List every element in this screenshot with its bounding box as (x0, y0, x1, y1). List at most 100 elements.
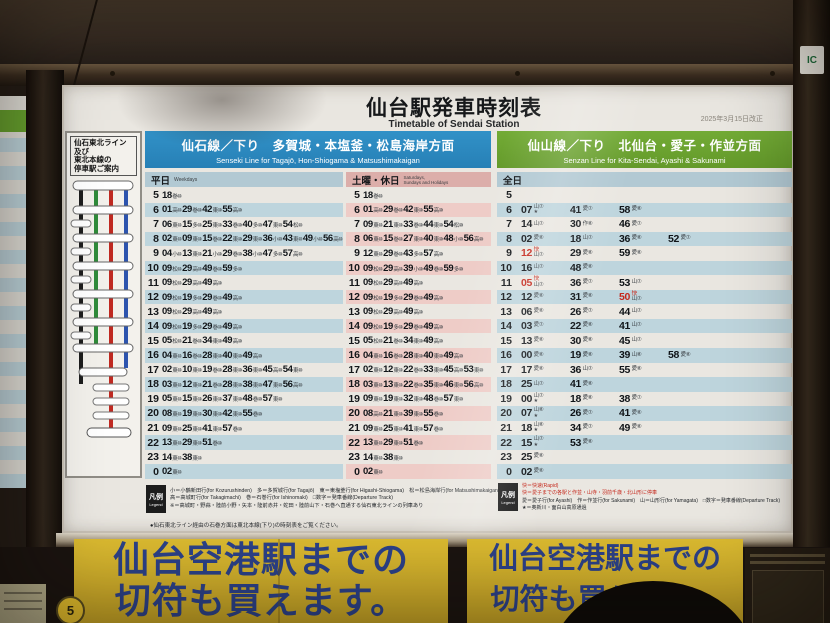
timetable-row-hour-12: 12 09 松⑩ 19 多⑩ 29 巻⑩ 49 高⑩ (145, 289, 343, 305)
departure-time: 49 高⑩ (423, 291, 443, 303)
platform-number-sign: 5 (56, 596, 85, 623)
route-map-panel: 仙石東北ライン 及び 東北本線の 停車駅ご案内 (65, 131, 142, 478)
hour-label: 11 (147, 276, 159, 289)
hour-label: 16 (147, 349, 159, 362)
departure-time: 07 山⑧ ★ (521, 407, 544, 420)
legend-line-rapid: 快＝愛子までの各駅と作並・山寺・羽前千歳・北山形に停車 (522, 490, 658, 497)
departure-time: 25 東⑩ (383, 422, 403, 434)
departure-time: 58 愛⑧ (619, 203, 642, 216)
hour-label: 0 (354, 465, 360, 478)
departure-time: 18 巻⑩ (162, 189, 182, 201)
departure-time: 14 東⑩ (162, 451, 182, 463)
hour-label: 17 (500, 363, 512, 376)
departure-time: 25 東⑩ (202, 218, 222, 230)
timetable-board: 仙台駅発車時刻表 Timetable of Sendai Station 202… (62, 85, 793, 533)
legend-lines: 快＝快速(Rapid) 快＝愛子までの各駅と作並・山寺・羽前千歳・北山形に停車 … (522, 483, 780, 513)
departure-time: 21 東⑩ (383, 407, 403, 419)
timetable-row-hour-15: 15 05 松⑩ 21 巻⑩ 34 東⑩ 49 高⑩ (346, 333, 491, 348)
board-title: 仙台駅発車時刻表 (366, 97, 542, 120)
hour-label: 8 (354, 232, 360, 245)
hour-label: 20 (348, 407, 360, 420)
board-frame-top (0, 64, 830, 86)
departure-time: 03 東⑩ (363, 378, 383, 390)
departure-time: 43 東⑩ (282, 233, 303, 245)
departure-time: 35 東⑩ (423, 378, 443, 390)
departure-time: 09 東⑩ (363, 422, 383, 434)
timetable-row-hour-8: 8 02 東⑩ 09 東⑩ 15 巻⑩ 22 東⑩ 29 東⑩ 36 小⑩ 43 東⑩ 49 小⑩ 56 高⑩ (145, 231, 343, 247)
departure-time: 48 小⑩ (443, 233, 464, 245)
legend-lines: 小＝小鶴新田行(for Kozurushinden) 多＝多賀城行(for Ta… (170, 485, 500, 513)
departure-time: 12 愛⑧ (521, 291, 544, 304)
weekday-label: 平日 (151, 175, 171, 187)
departure-time: 34 愛⑦ (570, 422, 593, 435)
departure-time: 55 高⑩ (423, 204, 443, 216)
departure-time: 51 巻⑩ (403, 437, 423, 449)
hour-label: 5 (153, 189, 159, 202)
hour-label: 6 (354, 203, 360, 216)
hour-label: 14 (147, 320, 159, 333)
hour-label: 9 (153, 247, 159, 260)
route-map-title-line: 東北本線の (74, 155, 112, 164)
departure-time: 25 山⑦ (521, 378, 544, 391)
departure-time: 34 東⑩ (202, 335, 222, 347)
departure-time: 53 山⑦ (619, 276, 642, 289)
departure-time: 12 快山⑦ (521, 246, 544, 260)
departure-time: 19 多⑩ (383, 291, 403, 303)
departure-time: 36 愛⑦ (570, 276, 593, 289)
departure-time: 01 高⑩ (162, 204, 182, 216)
departure-time: 33 東⑩ (423, 364, 443, 376)
timetable-row-hour-18: 18 25 山⑦ 41 愛⑧ (497, 377, 792, 392)
allday-column-header: 全日 (497, 172, 792, 187)
senseki-holiday-column: 5 18 巻⑩ 6 01 高⑩ 29 巻⑩ 42 東⑩ 55 高⑩ 7 09 東⑩ 21 東⑩ 33 巻⑩ 44 東⑩ 5… (346, 188, 491, 479)
timetable-row-hour-14: 14 09 松⑩ 19 多⑩ 29 巻⑩ 49 高⑩ (145, 318, 343, 334)
route-map-title-line: 仙石東北ライン (74, 138, 127, 147)
poster-line1: 仙台空港駅までの (112, 539, 409, 580)
departure-time: 46 東⑩ (443, 378, 464, 390)
poster-line1: 仙台空港駅までの (488, 543, 721, 575)
departure-time: 12 東⑩ (383, 364, 403, 376)
timetable-row-hour-16: 16 00 愛⑧ 19 愛⑧ 39 山⑧ 58 愛⑧ (497, 348, 792, 363)
departure-time: 47 東⑩ (262, 378, 283, 390)
timetable-row-hour-0: 0 02 愛⑧ (497, 464, 792, 479)
departure-time: 47 多⑩ (262, 247, 283, 259)
legend-line: 小＝小鶴新田行(for Kozurushinden) 多＝多賀城行(for Ta… (170, 487, 500, 494)
departure-time: 38 小⑩ (242, 247, 263, 259)
timetable-row-hour-19: 19 00 山⑦ ★ 18 愛⑧ 38 愛⑦ (497, 392, 792, 407)
timetable-row-hour-11: 11 05 快山⑦ 36 愛⑦ 53 山⑦ (497, 275, 792, 290)
departure-time: 41 東⑩ (403, 422, 423, 434)
departure-time: 38 東⑩ (242, 378, 263, 390)
holiday-column-header: 土曜・休日 Saturdays, Sundays and Holidays (346, 172, 491, 187)
departure-time: 15 多⑩ (182, 218, 202, 230)
departure-time: 13 東⑩ (383, 378, 403, 390)
departure-time: 16 巻⑩ (182, 349, 202, 361)
timetable-row-hour-8: 8 06 東⑩ 15 巻⑩ 27 東⑩ 40 東⑩ 48 小⑩ 56 高⑩ (346, 231, 491, 247)
departure-time: 14 東⑩ (363, 451, 383, 463)
hour-label: 23 (500, 451, 512, 464)
departure-time: 29 巻⑩ (383, 247, 403, 259)
senseki-line-name-en: Senseki Line for Tagajō, Hon-Shiogama & … (216, 156, 420, 165)
departure-time: 49 小⑩ (302, 233, 323, 245)
legend-line: ★＝奥新川・面白山高原通過 (522, 505, 587, 512)
senzan-line-name-en: Senzan Line for Kita-Sendai, Ayashi & Sa… (563, 156, 726, 165)
timetable-row-hour-21: 21 09 東⑩ 25 東⑩ 41 東⑩ 57 巻⑩ (346, 421, 491, 436)
departure-time: 25 愛⑧ (521, 451, 544, 464)
holiday-label-en: Saturdays, Sundays and Holidays (404, 175, 449, 185)
departure-time: 13 愛⑧ (521, 334, 544, 347)
departure-time: 59 多⑩ (222, 262, 242, 274)
senseki-weekday-column: 5 18 巻⑩ 6 01 高⑩ 29 巻⑩ 42 東⑩ 55 高⑩ 7 06 東⑩ 15 多⑩ 25 東⑩ 33 巻⑩ 4… (145, 188, 343, 479)
departure-time: 25 東⑩ (182, 422, 202, 434)
departure-time: 43 多⑩ (403, 247, 423, 259)
hour-label: 19 (500, 392, 512, 405)
timetable-row-hour-7: 7 06 東⑩ 15 多⑩ 25 東⑩ 33 巻⑩ 40 多⑩ 47 東⑩ 54 松⑩ (145, 217, 343, 232)
departure-time: 07 山⑦ ★ (521, 203, 544, 216)
timetable-row-hour-23: 23 14 東⑩ 38 東⑩ (145, 450, 343, 465)
timetable-row-hour-19: 19 05 東⑩ 15 東⑩ 26 東⑩ 37 東⑩ 48 巻⑩ 57 東⑩ (145, 392, 343, 407)
senseki-legend: 凡例 Legend 小＝小鶴新田行(for Kozurushinden) 多＝多… (146, 485, 500, 513)
timetable-row-hour-18: 18 03 東⑩ 13 東⑩ 22 巻⑩ 35 東⑩ 46 東⑩ 56 高⑩ (346, 377, 491, 392)
timetable-row-hour-21: 21 09 東⑩ 25 東⑩ 41 東⑩ 57 巻⑩ (145, 421, 343, 436)
departure-time: 12 東⑩ (363, 247, 383, 259)
hour-label: 21 (500, 422, 512, 435)
blurred-text-line (4, 592, 42, 594)
departure-time: 16 巻⑩ (383, 349, 403, 361)
departure-time: 26 愛⑦ (570, 407, 593, 420)
